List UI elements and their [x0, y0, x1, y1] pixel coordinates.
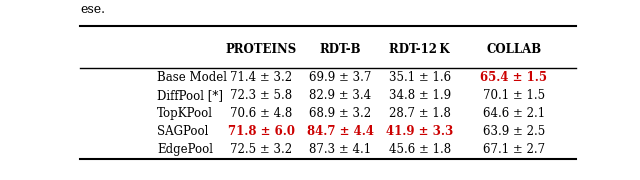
Text: SAGPool: SAGPool [157, 125, 208, 138]
Text: 82.9 ± 3.4: 82.9 ± 3.4 [309, 89, 371, 102]
Text: ese.: ese. [80, 3, 105, 16]
Text: 84.7 ± 4.4: 84.7 ± 4.4 [307, 125, 374, 138]
Text: 68.9 ± 3.2: 68.9 ± 3.2 [309, 107, 371, 120]
Text: Base Model: Base Model [157, 71, 227, 84]
Text: 71.4 ± 3.2: 71.4 ± 3.2 [230, 71, 292, 84]
Text: PROTEINS: PROTEINS [225, 43, 297, 56]
Text: TopKPool: TopKPool [157, 107, 213, 120]
Text: 28.7 ± 1.8: 28.7 ± 1.8 [389, 107, 451, 120]
Text: 35.1 ± 1.6: 35.1 ± 1.6 [388, 71, 451, 84]
Text: 67.1 ± 2.7: 67.1 ± 2.7 [483, 143, 545, 156]
Text: 65.4 ± 1.5: 65.4 ± 1.5 [481, 71, 547, 84]
Text: 70.6 ± 4.8: 70.6 ± 4.8 [230, 107, 292, 120]
Text: RDT-​12 K: RDT-​12 K [390, 43, 450, 56]
Text: 87.3 ± 4.1: 87.3 ± 4.1 [309, 143, 371, 156]
Text: 72.3 ± 5.8: 72.3 ± 5.8 [230, 89, 292, 102]
Text: 64.6 ± 2.1: 64.6 ± 2.1 [483, 107, 545, 120]
Text: 70.1 ± 1.5: 70.1 ± 1.5 [483, 89, 545, 102]
Text: 71.8 ± 6.0: 71.8 ± 6.0 [228, 125, 294, 138]
Text: 41.9 ± 3.3: 41.9 ± 3.3 [386, 125, 453, 138]
Text: RDT-B: RDT-B [319, 43, 361, 56]
Text: 45.6 ± 1.8: 45.6 ± 1.8 [388, 143, 451, 156]
Text: EdgePool: EdgePool [157, 143, 213, 156]
Text: DiffPool [*]: DiffPool [*] [157, 89, 223, 102]
Text: 69.9 ± 3.7: 69.9 ± 3.7 [309, 71, 372, 84]
Text: 34.8 ± 1.9: 34.8 ± 1.9 [388, 89, 451, 102]
Text: 72.5 ± 3.2: 72.5 ± 3.2 [230, 143, 292, 156]
Text: 63.9 ± 2.5: 63.9 ± 2.5 [483, 125, 545, 138]
Text: COLLAB: COLLAB [486, 43, 541, 56]
